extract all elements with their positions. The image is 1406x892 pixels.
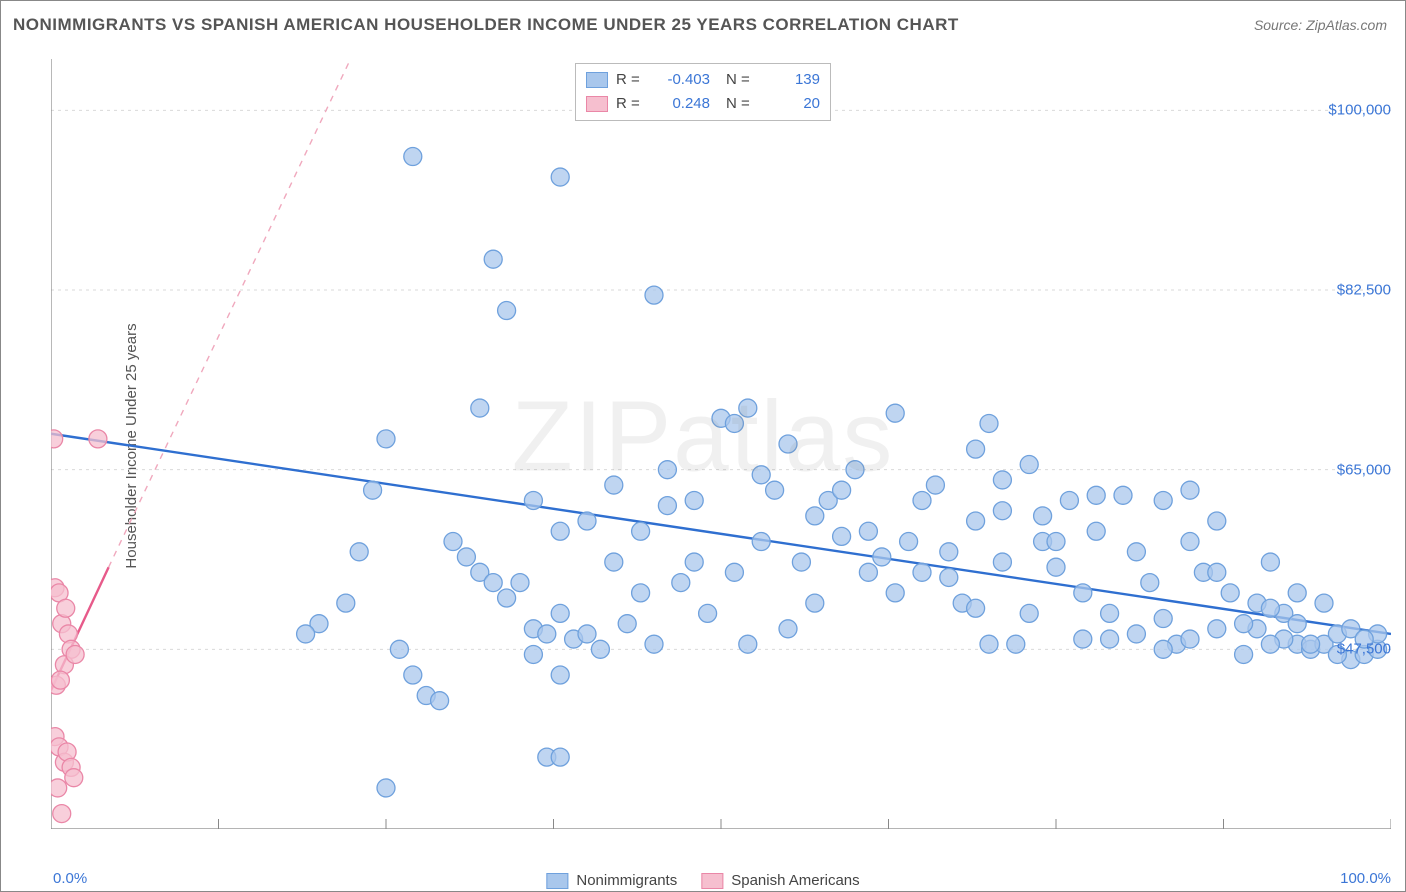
legend-label: Nonimmigrants — [576, 872, 677, 889]
chart-container: NONIMMIGRANTS VS SPANISH AMERICAN HOUSEH… — [0, 0, 1406, 892]
swatch-blue-icon — [546, 873, 568, 889]
correlation-legend: R = -0.403 N = 139 R = 0.248 N = 20 — [575, 63, 831, 121]
swatch-blue-icon — [586, 72, 608, 88]
swatch-pink-icon — [701, 873, 723, 889]
legend-item-spanish-americans: Spanish Americans — [701, 872, 859, 889]
legend-item-nonimmigrants: Nonimmigrants — [546, 872, 677, 889]
y-tick-label: $100,000 — [1328, 102, 1391, 119]
n-value-pink: 20 — [764, 92, 820, 116]
y-tick-label: $82,500 — [1337, 282, 1391, 299]
r-value-blue: -0.403 — [654, 68, 710, 92]
source-attribution: Source: ZipAtlas.com — [1254, 17, 1387, 33]
swatch-pink-icon — [586, 96, 608, 112]
series-legend: Nonimmigrants Spanish Americans — [546, 872, 859, 889]
correlation-row-blue: R = -0.403 N = 139 — [586, 68, 820, 92]
x-min-label: 0.0% — [53, 870, 87, 887]
y-tick-label: $47,500 — [1337, 641, 1391, 658]
legend-label: Spanish Americans — [731, 872, 859, 889]
correlation-row-pink: R = 0.248 N = 20 — [586, 92, 820, 116]
scatter-plot — [51, 59, 1391, 829]
x-max-label: 100.0% — [1340, 870, 1391, 887]
n-value-blue: 139 — [764, 68, 820, 92]
r-value-pink: 0.248 — [654, 92, 710, 116]
y-tick-label: $65,000 — [1337, 461, 1391, 478]
r-label: R = — [616, 92, 646, 116]
chart-title: NONIMMIGRANTS VS SPANISH AMERICAN HOUSEH… — [13, 15, 959, 35]
n-label: N = — [726, 92, 756, 116]
n-label: N = — [726, 68, 756, 92]
r-label: R = — [616, 68, 646, 92]
